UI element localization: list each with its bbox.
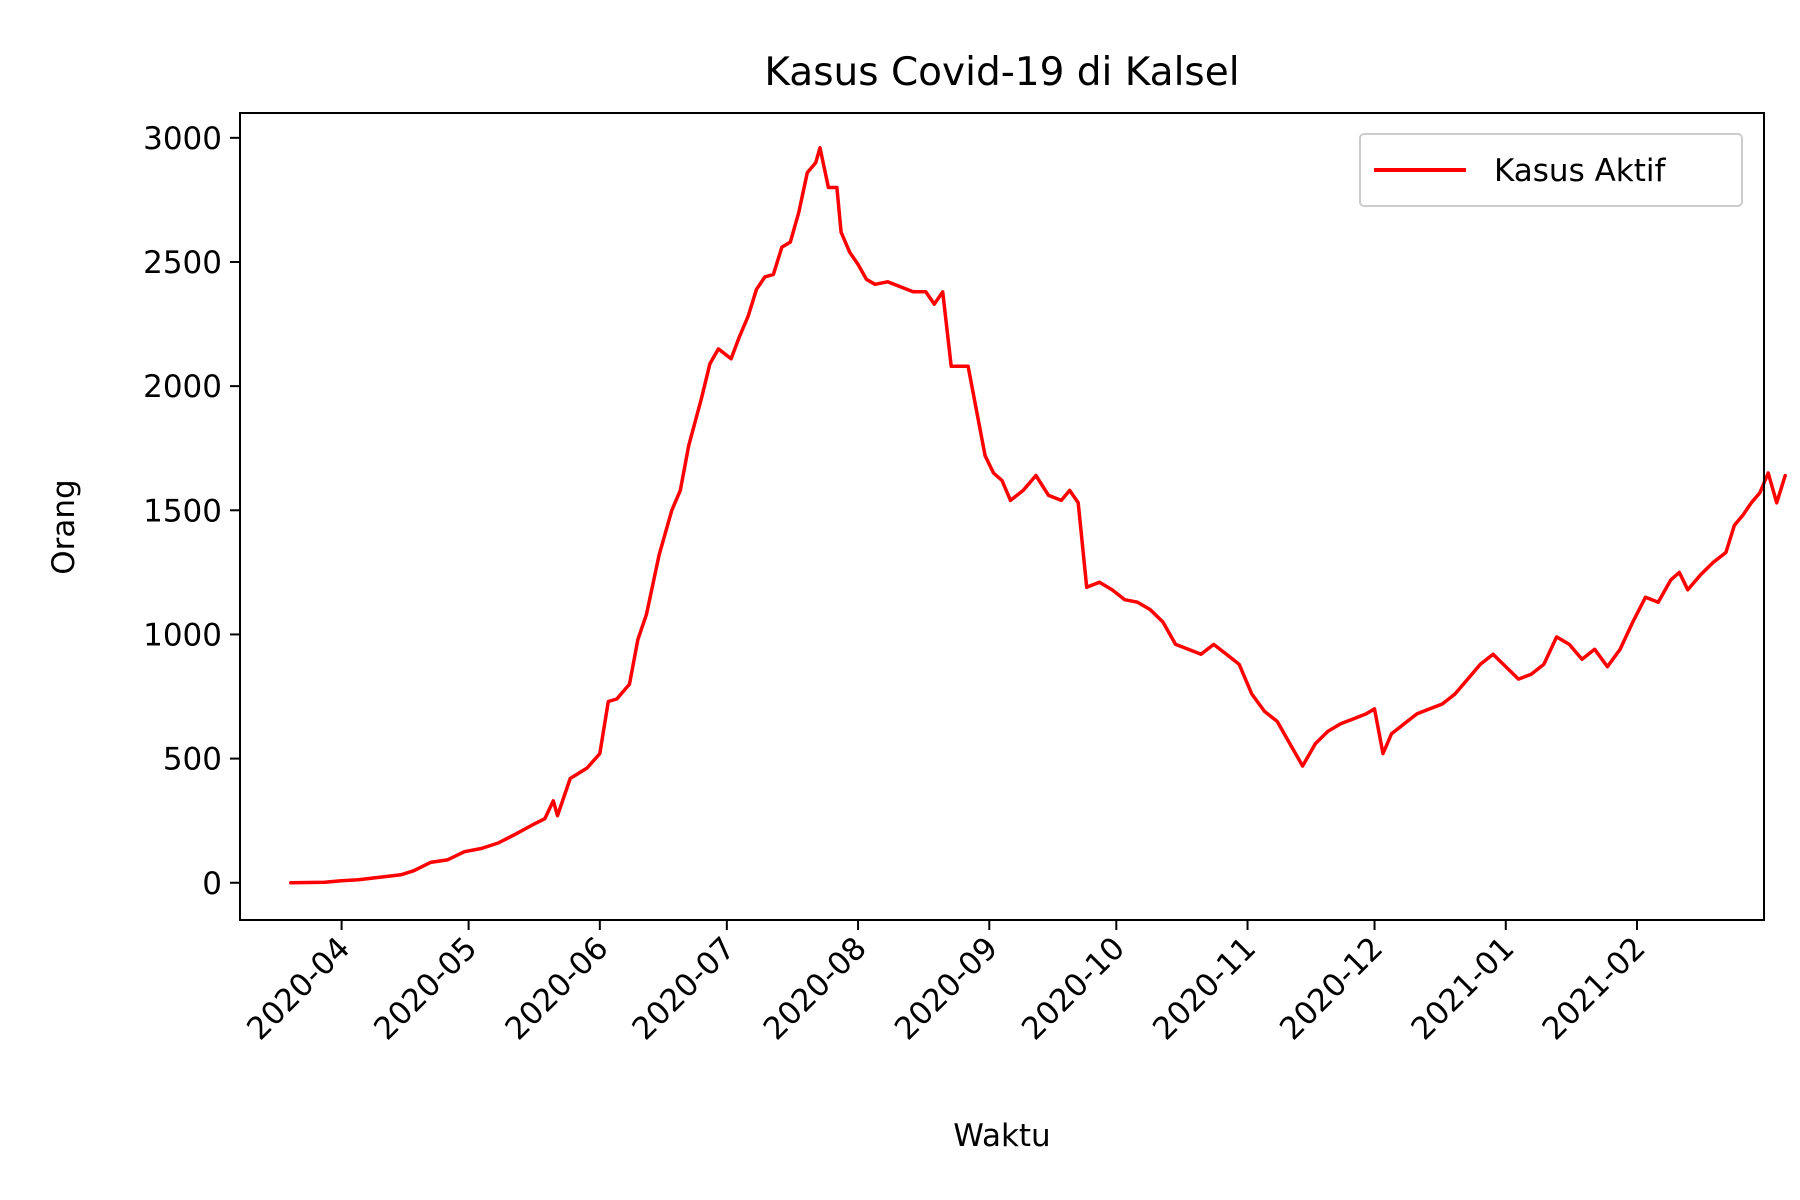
x-tick-label: 2020-09 xyxy=(888,930,1005,1047)
y-axis: 0 500 1000 1500 2000 2500 3000 xyxy=(143,121,240,902)
plot-area xyxy=(289,146,1787,885)
x-tick-label: 2020-04 xyxy=(240,930,357,1047)
y-tick-label: 2500 xyxy=(143,245,222,281)
y-tick-label: 1000 xyxy=(143,617,222,653)
y-tick-label: 500 xyxy=(163,742,222,778)
x-tick-label: 2021-02 xyxy=(1536,930,1653,1047)
x-tick-label: 2020-11 xyxy=(1146,930,1263,1047)
chart-title: Kasus Covid-19 di Kalsel xyxy=(764,50,1239,95)
y-axis-label: Orang xyxy=(46,479,82,574)
x-tick-label: 2021-01 xyxy=(1404,930,1521,1047)
legend: Kasus Aktif xyxy=(1359,133,1743,207)
y-tick-label: 3000 xyxy=(143,121,222,157)
y-tick-label: 2000 xyxy=(143,369,222,405)
x-tick-label: 2020-12 xyxy=(1273,930,1390,1047)
x-tick-label: 2020-08 xyxy=(757,930,874,1047)
y-tick-label: 1500 xyxy=(143,493,222,529)
x-axis-label: Waktu xyxy=(953,1118,1050,1154)
legend-box xyxy=(1359,133,1743,207)
x-tick-label: 2020-07 xyxy=(625,930,742,1047)
series-line-kasus-aktif xyxy=(289,146,1787,885)
x-axis: 2020-04 2020-05 2020-06 2020-07 2020-08 2020-… xyxy=(240,920,1653,1047)
x-tick-label: 2020-10 xyxy=(1015,930,1132,1047)
y-tick-label: 0 xyxy=(202,866,222,902)
legend-label-kasus-aktif: Kasus Aktif xyxy=(1494,153,1667,189)
x-tick-label: 2020-06 xyxy=(498,930,615,1047)
x-tick-label: 2020-05 xyxy=(367,930,484,1047)
plot-frame xyxy=(239,112,1765,921)
